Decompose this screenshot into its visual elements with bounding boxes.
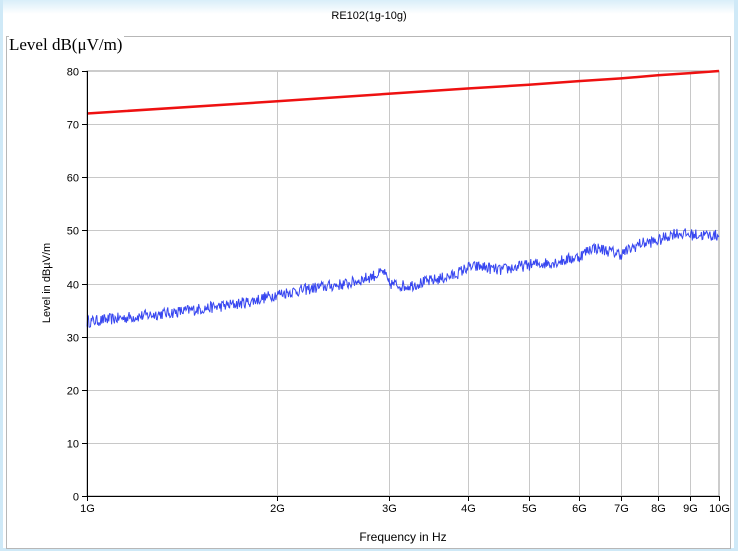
y-tick-label: 50 <box>67 226 79 238</box>
x-tick-label: 3G <box>382 503 397 515</box>
x-tick-label: 4G <box>461 503 476 515</box>
y-tick-label: 0 <box>73 492 79 504</box>
y-tick-label: 60 <box>67 173 79 185</box>
x-tick-label: 5G <box>522 503 537 515</box>
measured-trace <box>86 228 720 328</box>
units-label: Level dB(μV/m) <box>9 35 125 55</box>
axes <box>82 71 720 501</box>
y-tick-label: 30 <box>67 333 79 345</box>
x-tick-label: 10G <box>709 503 730 515</box>
y-tick-label: 40 <box>67 280 79 292</box>
series-2 <box>86 228 720 328</box>
y-tick-label: 20 <box>67 386 79 398</box>
y-tick-label: 80 <box>67 67 79 79</box>
x-axis-label: Frequency in Hz <box>359 530 446 544</box>
limit-line <box>86 69 720 115</box>
chart-title: RE102(1g-10g) <box>331 10 407 22</box>
x-tick-label: 8G <box>651 503 666 515</box>
series-1 <box>86 69 720 115</box>
y-tick-label: 10 <box>67 439 79 451</box>
y-axis-label: Level in dBµV/m <box>41 243 53 323</box>
x-tick-label: 2G <box>270 503 285 515</box>
y-tick-label: 70 <box>67 120 79 132</box>
x-tick-label: 1G <box>80 503 95 515</box>
tick-labels: 1G 2G 3G 4G 5G 6G 7G 8G 9G 10G 0 10 20 30 40 50 60 70 80 <box>67 67 730 516</box>
series-layer <box>86 69 720 328</box>
x-tick-label: 6G <box>572 503 587 515</box>
x-tick-label: 7G <box>614 503 629 515</box>
x-tick-label: 9G <box>683 503 698 515</box>
